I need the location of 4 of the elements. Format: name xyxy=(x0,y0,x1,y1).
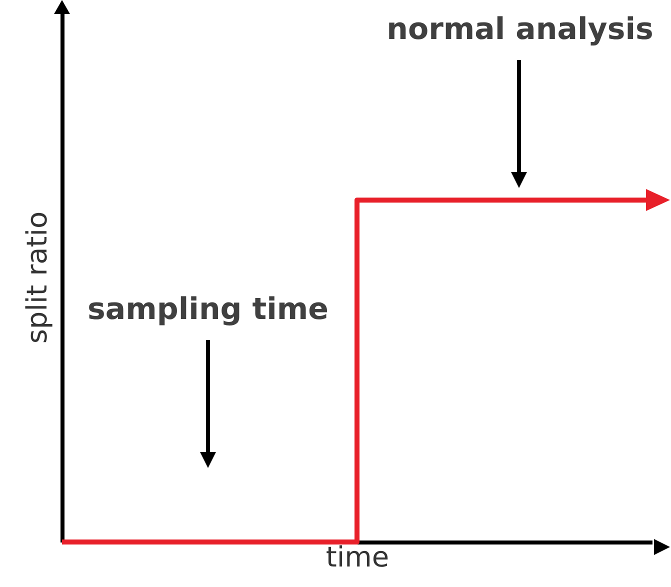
text: normal analysis xyxy=(386,12,654,47)
annotation: sampling time xyxy=(88,292,328,327)
x-axis-title: time xyxy=(326,540,390,574)
y-axis-title: split ratio xyxy=(20,211,54,344)
